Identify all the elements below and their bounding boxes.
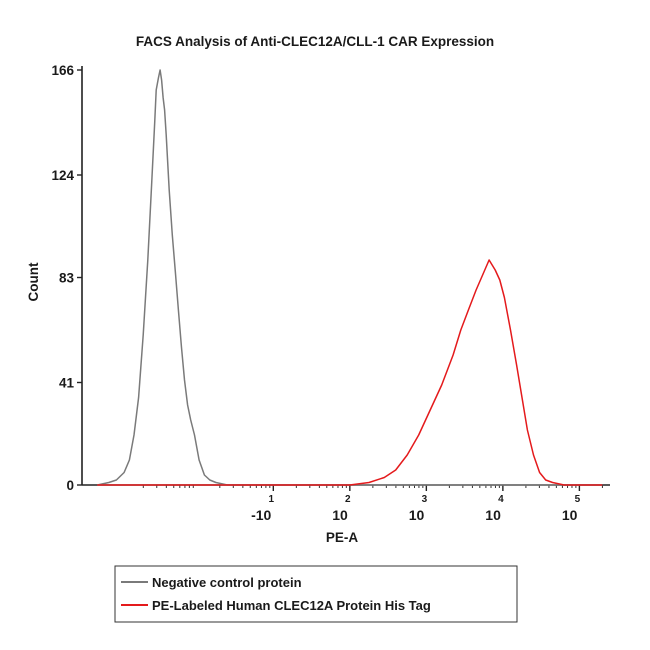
y-tick-label: 0 (66, 478, 74, 493)
legend-item-negative-control: Negative control protein (121, 575, 302, 590)
x-tick-label: -10 (251, 507, 271, 523)
x-tick-exponent: 2 (345, 494, 351, 505)
series-line-pe-labeled-clec12a (97, 259, 603, 486)
legend-label-pe-labeled-clec12a: PE-Labeled Human CLEC12A Protein His Tag (152, 598, 431, 613)
chart-title: FACS Analysis of Anti-CLEC12A/CLL-1 CAR … (136, 34, 494, 49)
x-tick-exponent: 5 (575, 494, 581, 505)
x-tick-label: 10 (562, 507, 578, 523)
x-tick-exponent: 4 (498, 494, 504, 505)
x-axis-label: PE-A (326, 530, 359, 545)
legend-box (114, 565, 518, 623)
y-axis-label: Count (26, 262, 41, 301)
x-tick-exponent: 1 (269, 494, 275, 505)
legend-label-negative-control: Negative control protein (152, 575, 302, 590)
x-tick-label: 10 (332, 507, 348, 523)
series-line-negative-control (97, 69, 603, 486)
y-tick-label: 83 (59, 271, 75, 286)
legend-item-pe-labeled-clec12a: PE-Labeled Human CLEC12A Protein His Tag (121, 598, 431, 613)
x-tick-label: 10 (485, 507, 501, 523)
legend: Negative control protein PE-Labeled Huma… (114, 565, 518, 623)
x-tick-label: 10 (409, 507, 425, 523)
plot-area: 0 41 83 124 166 1 -10 2 10 3 10 4 10 5 10 (51, 63, 610, 523)
y-tick-label: 124 (51, 168, 74, 183)
y-tick-label: 41 (59, 376, 75, 391)
y-tick-label: 166 (51, 63, 74, 78)
x-tick-exponent: 3 (422, 494, 428, 505)
